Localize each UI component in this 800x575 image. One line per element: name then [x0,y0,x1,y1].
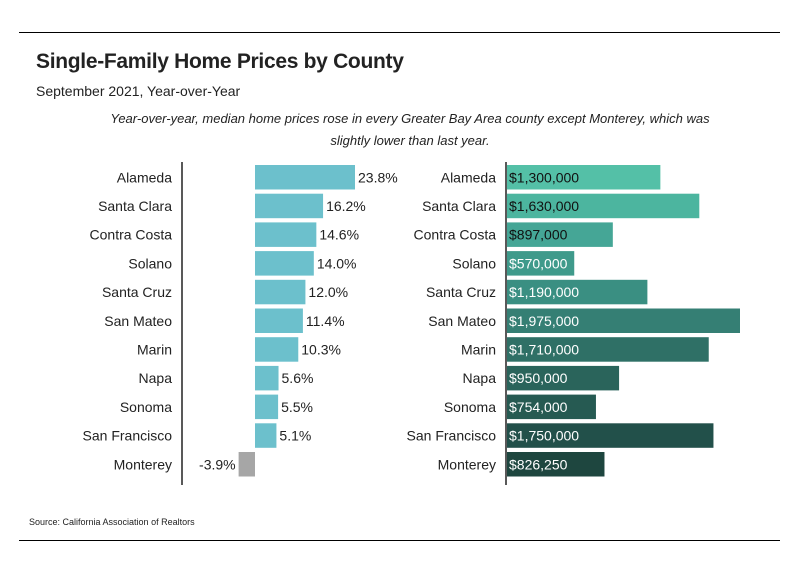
left-category-label-santa-clara: Santa Clara [98,198,172,214]
right-value-label-san-francisco: $1,750,000 [509,428,579,444]
right-category-label-contra-costa: Contra Costa [414,227,497,243]
left-category-label-contra-costa: Contra Costa [90,227,173,243]
yoy-change-chart: Alameda 23.8% Santa Clara 16.2% Contra Costa… [83,162,398,485]
chart-subtitle: September 2021, Year-over-Year [36,83,241,99]
right-value-label-solano: $570,000 [509,255,568,271]
right-value-label-marin: $1,710,000 [509,341,579,357]
right-category-label-san-francisco: San Francisco [407,428,497,444]
left-category-label-san-mateo: San Mateo [104,313,172,329]
chart-note: Year-over-year, median home prices rose … [110,111,710,148]
left-bar-contra-costa [255,222,317,247]
right-bar-napa [507,365,620,391]
right-bar-sonoma [507,394,596,420]
right-bar-monterey [507,452,605,477]
right-value-label-monterey: $826,250 [509,456,568,472]
left-bar-san-francisco [255,423,277,448]
right-category-label-santa-clara: Santa Clara [422,198,496,214]
left-value-label-sonoma: 5.5% [281,399,313,415]
left-category-label-alameda: Alameda [117,169,172,185]
left-value-label-marin: 10.3% [301,341,341,357]
left-category-label-marin: Marin [137,341,172,357]
left-value-label-solano: 14.0% [317,255,357,271]
right-category-label-solano: Solano [452,255,496,271]
left-bar-santa-clara [255,193,324,219]
left-bar-san-mateo [255,308,303,333]
right-value-label-sonoma: $754,000 [509,399,568,415]
left-category-label-solano: Solano [128,255,172,271]
right-value-label-santa-cruz: $1,190,000 [509,284,579,300]
source-note: Source: California Association of Realto… [29,517,195,527]
left-value-label-alameda: 23.8% [358,169,398,185]
left-category-label-sonoma: Sonoma [120,399,172,415]
left-bar-alameda [255,165,355,190]
left-bar-napa [255,365,279,391]
right-bar-marin [507,337,709,362]
left-bar-sonoma [255,394,279,420]
right-bar-san-francisco [507,423,714,448]
right-value-label-napa: $950,000 [509,370,568,386]
left-category-label-santa-cruz: Santa Cruz [102,284,172,300]
right-category-label-monterey: Monterey [438,456,496,472]
left-value-label-contra-costa: 14.6% [319,227,359,243]
left-category-label-san-francisco: San Francisco [83,428,173,444]
left-value-label-santa-cruz: 12.0% [308,284,348,300]
chart-title: Single-Family Home Prices by County [36,50,404,73]
right-bar-solano [507,251,575,276]
left-value-label-san-francisco: 5.1% [279,428,311,444]
right-value-label-contra-costa: $897,000 [509,227,568,243]
bottom-rule [19,540,780,541]
right-value-label-santa-clara: $1,630,000 [509,198,579,214]
left-value-label-san-mateo: 11.4% [306,313,345,329]
left-value-label-napa: 5.6% [282,370,314,386]
right-bar-san-mateo [507,308,740,333]
right-category-label-santa-cruz: Santa Cruz [426,284,496,300]
right-value-label-san-mateo: $1,975,000 [509,313,579,329]
left-bar-santa-cruz [255,279,306,305]
left-bar-monterey [238,452,255,477]
right-category-label-marin: Marin [461,341,496,357]
right-bar-alameda [507,165,661,190]
left-bar-solano [255,251,314,276]
top-rule [19,32,780,33]
median-price-chart: Alameda $1,300,000 Santa Clara $1,630,000 Co… [407,162,740,485]
right-category-label-sonoma: Sonoma [444,399,496,415]
left-value-label-santa-clara: 16.2% [326,198,366,214]
right-category-label-alameda: Alameda [441,169,496,185]
right-bar-contra-costa [507,222,613,247]
right-value-label-alameda: $1,300,000 [509,169,579,185]
right-bar-santa-cruz [507,279,648,305]
left-category-label-napa: Napa [139,370,173,386]
right-bar-santa-clara [507,193,700,219]
left-bar-marin [255,337,299,362]
right-category-label-napa: Napa [463,370,497,386]
left-value-label-monterey: -3.9% [199,456,236,472]
left-category-label-monterey: Monterey [114,456,172,472]
right-category-label-san-mateo: San Mateo [428,313,496,329]
